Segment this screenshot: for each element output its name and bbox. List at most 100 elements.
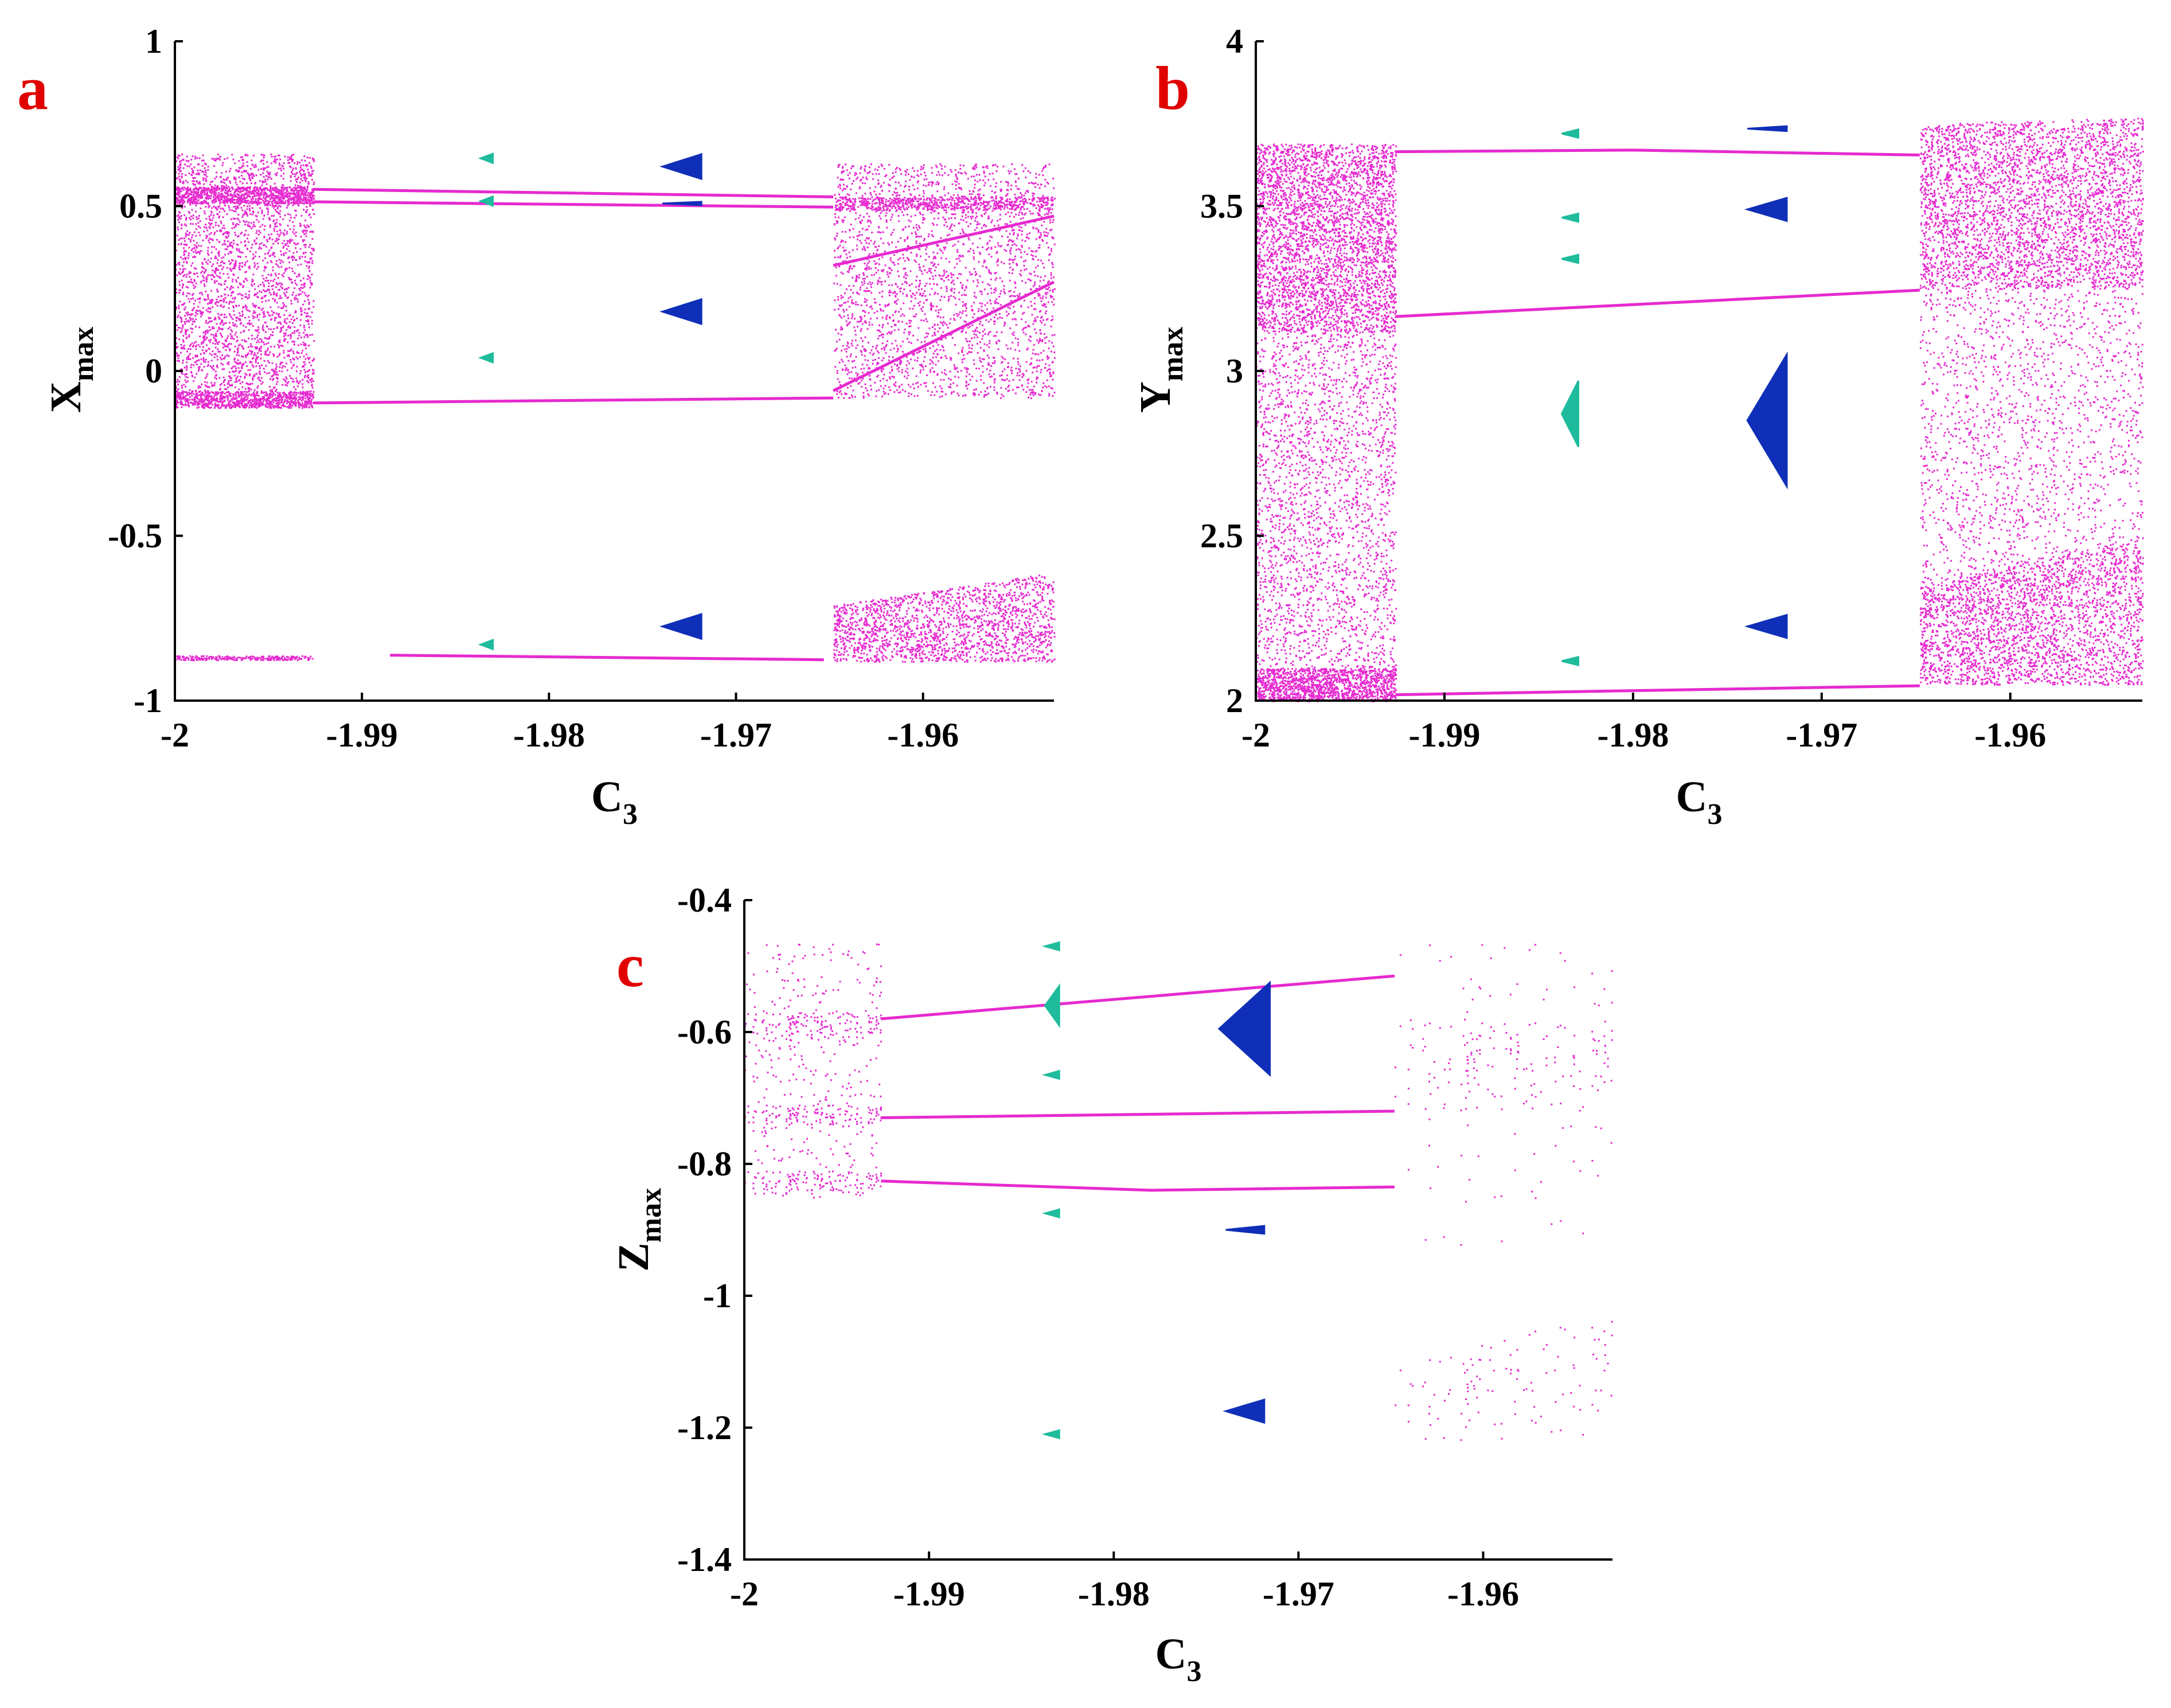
x-tick-label-b-3: -1.97	[1786, 716, 1857, 754]
x-tick-label-b-4: -1.96	[1974, 716, 2046, 754]
panel-label-c: c	[616, 932, 644, 1000]
chaotic-band-b-0	[1256, 143, 1397, 702]
periodic-branch-a-9	[313, 396, 834, 405]
periodic-window-a-13-1	[478, 195, 494, 208]
chaotic-band-b-3	[1919, 118, 2144, 686]
y-tick-label-b-4: 4	[1226, 22, 1243, 60]
periodic-window-b-9-2	[1561, 253, 1579, 264]
y-tick-label-b-2: 3	[1226, 352, 1243, 390]
x-tick-label-a-2: -1.98	[513, 716, 585, 754]
y-tick-label-a-3: 0.5	[119, 187, 162, 225]
axes-c	[743, 900, 1612, 1561]
periodic-window-b-9-3	[1561, 655, 1579, 667]
periodic-window-b-9-1	[1561, 212, 1579, 223]
y-tick-label-c-0: -1.4	[677, 1541, 732, 1578]
periodic-window-a-14-1	[659, 298, 702, 326]
periodic-window-c-13-0	[1223, 1398, 1266, 1424]
y-tick-label-c-1: -1.2	[677, 1409, 732, 1447]
y-tick-label-c-3: -0.8	[677, 1145, 732, 1183]
periodic-branch-a-8	[313, 200, 834, 209]
periodic-window-a-13-3	[478, 639, 494, 651]
periodic-window-c-11-0	[1044, 983, 1060, 1029]
periodic-window-c-10-3	[1041, 1429, 1060, 1440]
y-tick-label-a-0: -1	[134, 682, 162, 720]
panel-a: -2 -1.99 -1.98 -1.97 -1.96 -1 -0.5 0 0.5 1 C3 Xmax a	[17, 22, 1056, 831]
chaotic-band-c-2	[744, 1104, 882, 1129]
plot-area-b	[1256, 118, 2144, 702]
periodic-branch-b-8	[1395, 684, 1920, 697]
chaotic-band-b-4	[1919, 118, 2144, 291]
x-tick-label-a-3: -1.97	[700, 716, 772, 754]
periodic-window-b-9-0	[1561, 128, 1579, 139]
x-axis-label-c: C3	[1155, 1630, 1202, 1688]
x-axis-label-a: C3	[591, 773, 638, 831]
y-tick-label-c-4: -0.6	[677, 1013, 732, 1051]
periodic-window-c-14-0	[1217, 980, 1271, 1077]
chaotic-band-a-1	[175, 186, 315, 205]
x-tick-label-c-1: -1.99	[893, 1575, 965, 1613]
y-tick-label-a-4: 1	[145, 22, 162, 60]
chaotic-band-b-1	[1256, 143, 1397, 333]
periodic-branch-c-8	[881, 1109, 1395, 1119]
chaotic-band-b-2	[1256, 667, 1397, 702]
x-tick-label-a-1: -1.99	[326, 716, 398, 754]
periodic-window-c-12-0	[1225, 1225, 1266, 1235]
y-tick-label-b-3: 3.5	[1200, 187, 1243, 225]
chaotic-band-c-3	[744, 1170, 882, 1195]
x-tick-label-c-3: -1.97	[1263, 1575, 1334, 1613]
x-tick-label-b-2: -1.98	[1597, 716, 1669, 754]
panel-label-b: b	[1155, 54, 1190, 123]
panel-label-a: a	[17, 54, 48, 123]
periodic-window-c-10-0	[1041, 941, 1060, 952]
x-tick-label-c-0: -2	[730, 1575, 759, 1613]
periodic-window-a-15-0	[662, 201, 702, 206]
periodic-window-a-14-2	[659, 613, 702, 640]
chaotic-band-a-2	[175, 390, 314, 409]
chaotic-band-c-5	[1395, 1022, 1613, 1112]
x-tick-label-b-1: -1.99	[1408, 716, 1480, 754]
periodic-window-a-13-0	[478, 152, 494, 165]
y-axis-label-c: Zmax	[610, 1188, 667, 1272]
periodic-window-b-12-1	[1744, 613, 1788, 639]
periodic-branch-a-7	[313, 187, 834, 198]
periodic-branch-c-7	[881, 974, 1395, 1021]
x-axis-label-b: C3	[1676, 773, 1723, 831]
chaotic-band-c-1	[744, 1012, 882, 1040]
periodic-branch-c-9	[881, 1179, 1395, 1192]
chaotic-band-c-6	[1395, 1320, 1613, 1441]
panel-c: -2 -1.99 -1.98 -1.97 -1.96 -1.4 -1.2 -1 -0.8 -0.6…	[610, 881, 1613, 1688]
panel-b: -2 -1.99 -1.98 -1.97 -1.96 2 2.5 3 3.5 4 C3 Ymax b	[1131, 22, 2144, 831]
chaotic-band-a-0	[175, 153, 315, 409]
periodic-window-a-14-0	[659, 153, 702, 181]
chaotic-band-b-5	[1919, 537, 2144, 686]
y-tick-label-b-1: 2.5	[1200, 517, 1243, 555]
plot-area-c	[744, 941, 1613, 1441]
x-tick-label-c-4: -1.96	[1447, 1575, 1519, 1613]
y-tick-label-a-1: -0.5	[108, 517, 162, 555]
periodic-branch-a-12	[832, 280, 1055, 392]
y-tick-label-c-2: -1	[703, 1277, 732, 1315]
y-axis-label-b: Ymax	[1131, 327, 1189, 413]
periodic-window-a-13-2	[478, 351, 494, 364]
periodic-window-b-11-0	[1747, 125, 1788, 132]
chaotic-band-c-0	[744, 943, 883, 1199]
y-tick-label-b-0: 2	[1226, 682, 1243, 720]
periodic-window-b-12-0	[1744, 197, 1788, 222]
periodic-window-b-13-0	[1746, 351, 1788, 490]
x-tick-label-c-2: -1.98	[1078, 1575, 1150, 1613]
x-tick-label-a-4: -1.96	[887, 716, 959, 754]
periodic-branch-b-6	[1395, 148, 1920, 157]
chaotic-band-c-4	[1395, 944, 1613, 1246]
periodic-branch-a-10	[390, 654, 824, 662]
chaotic-band-a-4	[833, 163, 1056, 399]
chaotic-band-a-3	[176, 655, 314, 662]
x-tick-label-a-0: -2	[161, 716, 189, 754]
periodic-window-b-10-0	[1560, 380, 1579, 447]
y-axis-label-a: Xmax	[42, 327, 100, 413]
periodic-branch-b-7	[1395, 288, 1920, 318]
x-tick-label-b-0: -2	[1241, 716, 1270, 754]
chaotic-band-a-5	[834, 196, 1056, 212]
plot-area-a	[175, 152, 1056, 663]
y-tick-label-c-5: -0.4	[677, 881, 732, 919]
